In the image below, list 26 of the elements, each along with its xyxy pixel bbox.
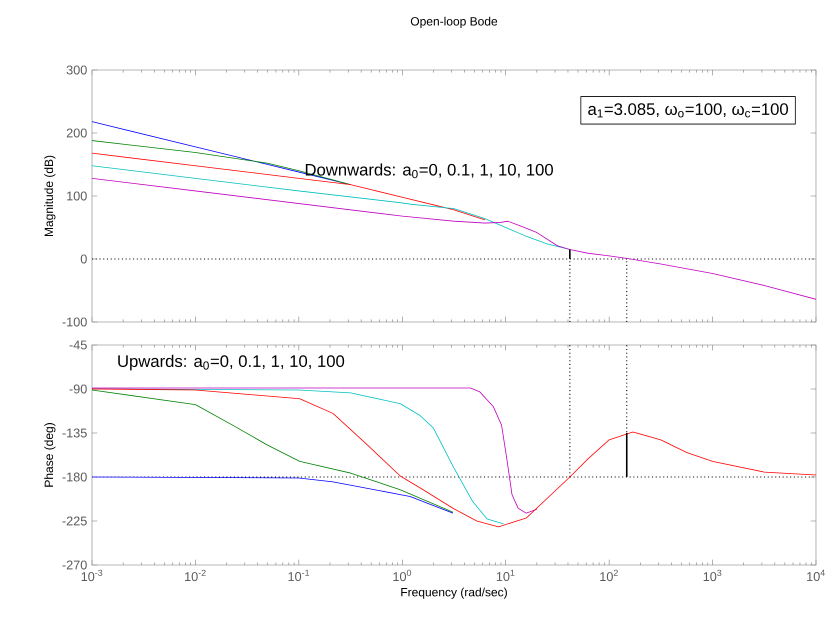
y-tick-label: -180 <box>62 472 87 482</box>
y-tick-label: 300 <box>66 66 87 74</box>
y-tick-label: -90 <box>70 384 87 394</box>
x-tick-label: 10$^{1}$ <box>496 570 514 582</box>
x-tick-label: 10$^{0}$ <box>393 570 412 582</box>
y-tick-label: 100 <box>67 192 87 200</box>
y-tick-label: -225 <box>62 516 87 526</box>
annotation: Downwards: a$_{0}$=0, 0.1, 1, 10, 100 <box>306 163 553 178</box>
x-tick-label: 10$^{3}$ <box>704 570 722 582</box>
y-tick-label: -135 <box>62 428 87 438</box>
y-tick-label: -100 <box>62 318 87 326</box>
annotation: Upwards: a$_{0}$=0, 0.1, 1, 10, 100 <box>118 354 344 370</box>
y-tick-label: -270 <box>62 560 87 570</box>
y-tick-label: 0 <box>80 254 87 264</box>
x-tick-label: 10$^{-3}$ <box>82 570 102 582</box>
x-axis-title: Frequency (rad/sec) <box>401 588 507 599</box>
x-tick-label: 10$^{-2}$ <box>185 570 206 582</box>
y-tick-label: 200 <box>66 128 87 138</box>
x-tick-label: 10$^{-1}$ <box>288 570 310 582</box>
y-tick-label: -45 <box>70 340 87 350</box>
y-axis-title: Phase (deg) <box>44 423 56 487</box>
annotation: a$_{1}$=3.085, ω$_{o}$=100, ω$_{c}$=100 <box>588 103 788 118</box>
chart-title: Open-loop Bode <box>410 16 498 28</box>
x-tick-label: 10$^{4}$ <box>807 570 825 582</box>
y-axis-title: Magnitude (dB) <box>44 156 56 236</box>
x-tick-label: 10$^{2}$ <box>600 570 618 582</box>
